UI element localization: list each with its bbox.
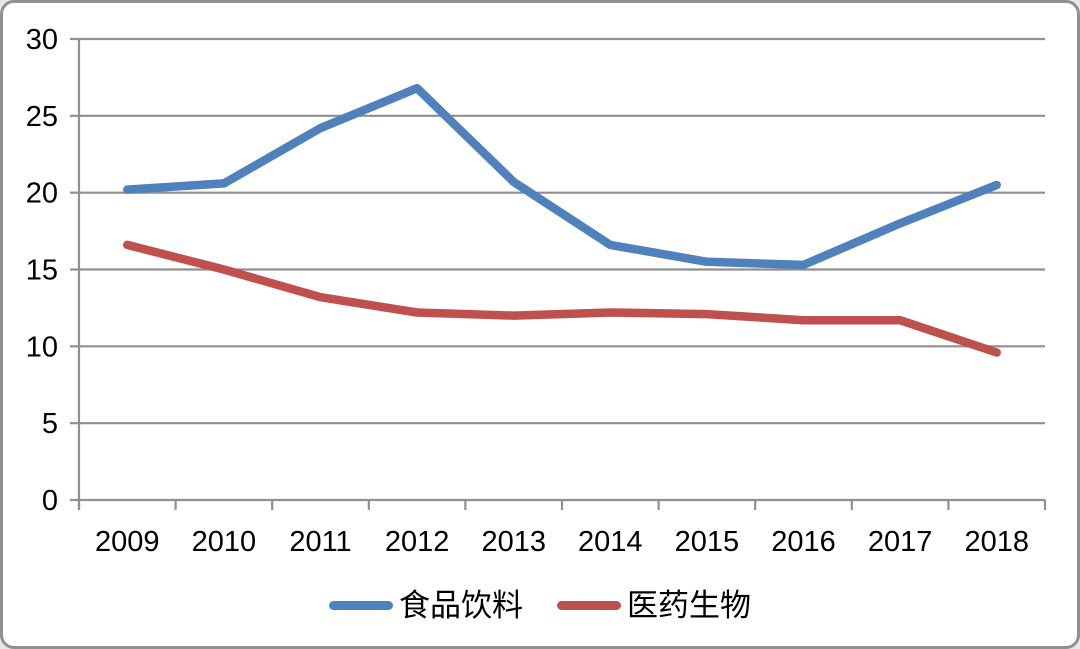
x-axis-label: 2014 bbox=[578, 526, 643, 558]
series-line-food-beverage bbox=[123, 83, 1001, 270]
y-axis-label: 30 bbox=[26, 24, 58, 56]
x-axis-label: 2016 bbox=[771, 526, 836, 558]
x-axis-label: 2017 bbox=[868, 526, 933, 558]
y-axis-label: 25 bbox=[26, 101, 58, 133]
legend-item-food-beverage: 食品饮料 bbox=[329, 590, 523, 621]
chart-legend: 食品饮料 医药生物 bbox=[3, 586, 1077, 624]
y-axis-label: 0 bbox=[42, 485, 58, 517]
chart-canvas: 0 5 10 15 20 25 30 2009 2010 2011 2012 2013 2014 2015… bbox=[26, 24, 1047, 558]
x-axis-label: 2018 bbox=[964, 526, 1029, 558]
series-line-pharma-bio bbox=[123, 240, 1001, 357]
legend-line-swatch-blue bbox=[329, 600, 393, 610]
y-axis-label: 10 bbox=[26, 331, 58, 363]
y-axis-label: 15 bbox=[26, 255, 58, 287]
y-axis-label: 5 bbox=[42, 408, 58, 440]
x-axis-label: 2011 bbox=[289, 526, 351, 558]
x-axis-label: 2015 bbox=[675, 526, 740, 558]
x-axis-label: 2009 bbox=[95, 526, 160, 558]
x-axis-label: 2012 bbox=[385, 526, 450, 558]
x-axis-label: 2013 bbox=[481, 526, 546, 558]
legend-line-swatch-red bbox=[557, 600, 621, 610]
y-axis-label: 20 bbox=[26, 178, 58, 210]
x-axis-label: 2010 bbox=[192, 526, 257, 558]
legend-label-pharma-bio: 医药生物 bbox=[627, 587, 751, 623]
legend-item-pharma-bio: 医药生物 bbox=[557, 590, 751, 621]
legend-label-food-beverage: 食品饮料 bbox=[399, 587, 523, 623]
